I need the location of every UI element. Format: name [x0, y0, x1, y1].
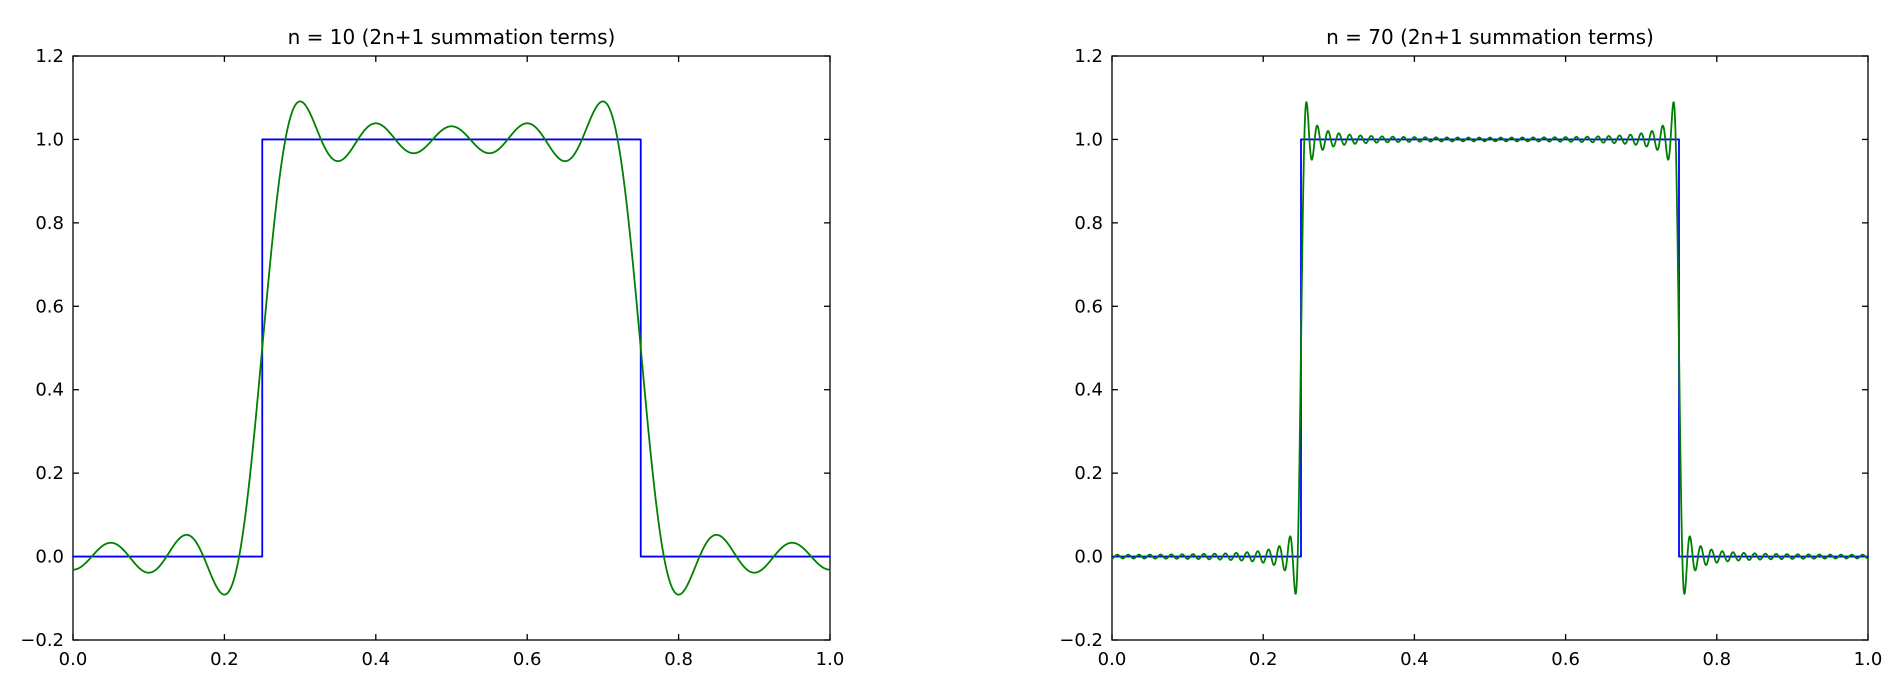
x-tick-label: 0.6	[513, 649, 542, 670]
x-tick-label: 0.0	[59, 649, 88, 670]
y-tick-label: 1.0	[35, 129, 64, 150]
y-tick-label: 0.6	[35, 296, 64, 317]
y-tick-label: 0.0	[35, 547, 64, 568]
x-tick-label: 0.2	[1249, 649, 1278, 670]
y-tick-label: 0.2	[35, 463, 64, 484]
y-tick-label: 1.0	[1074, 129, 1103, 150]
y-tick-label: 0.8	[1074, 213, 1103, 234]
square-wave-line	[72, 138, 831, 558]
y-tick-label: 0.4	[35, 380, 64, 401]
x-tick-label: 0.8	[664, 649, 693, 670]
axes-frame	[1111, 55, 1869, 641]
axes-frame	[72, 55, 831, 641]
fourier-sum-line	[72, 100, 831, 596]
x-tick-label: 0.0	[1098, 649, 1127, 670]
x-tick-label: 0.4	[1400, 649, 1429, 670]
x-tick-label: 1.0	[816, 649, 845, 670]
plot-title-left: n = 10 (2n+1 summation terms)	[287, 25, 616, 49]
y-tick-label: 0.0	[1074, 547, 1103, 568]
x-tick-label: 0.8	[1702, 649, 1731, 670]
plot-title-right: n = 70 (2n+1 summation terms)	[1326, 25, 1654, 49]
y-tick-label: −0.2	[20, 630, 64, 651]
square-wave-line	[1111, 138, 1869, 558]
fourier-sum-line	[1111, 101, 1869, 595]
y-tick-label: 0.4	[1074, 380, 1103, 401]
y-tick-label: 1.2	[35, 46, 64, 67]
y-tick-label: 0.8	[35, 213, 64, 234]
subplot-1: 0.0 0.2 0.4 0.6 0.8 1.0−0.20.00.20.40.60.81.0…	[1059, 46, 1882, 670]
x-tick-label: 0.4	[361, 649, 390, 670]
y-tick-label: 0.6	[1074, 296, 1103, 317]
x-tick-label: 0.6	[1551, 649, 1580, 670]
y-tick-label: −0.2	[1059, 630, 1103, 651]
y-tick-label: 1.2	[1074, 46, 1103, 67]
x-tick-label: 1.0	[1854, 649, 1883, 670]
x-tick-label: 0.2	[210, 649, 239, 670]
subplot-0: 0.0 0.2 0.4 0.6 0.8 1.0−0.20.00.20.40.60.81.0…	[20, 46, 844, 670]
y-tick-label: 0.2	[1074, 463, 1103, 484]
